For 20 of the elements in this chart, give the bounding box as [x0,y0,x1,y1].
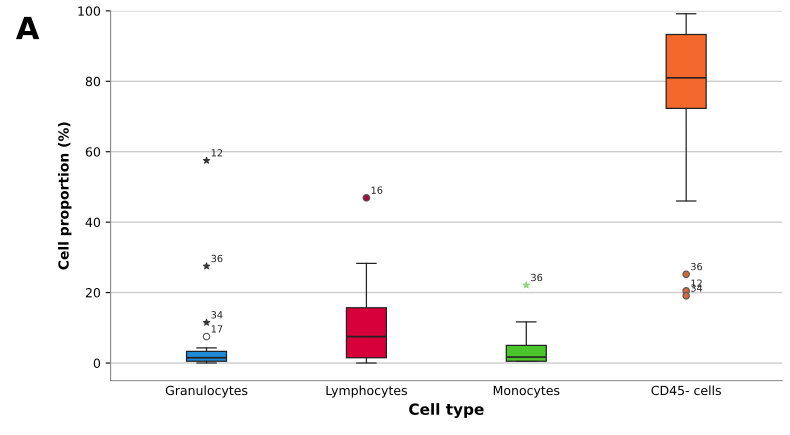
annotation: 16 [372,186,382,194]
x-tick-label: Monocytes [494,386,560,398]
annotation: 34 [211,311,223,318]
annotation: 36 [531,274,542,282]
x-axis-title: Cell type [409,403,484,418]
y-tick-label: 80 [86,76,100,86]
annotation: 17 [212,325,222,332]
annotation: 12 [212,149,222,156]
y-tick-label: 20 [86,288,100,298]
annotation: 36 [211,254,222,262]
x-tick-label: Lymphocytes [326,385,407,398]
y-tick-label: 0 [94,358,100,368]
annotation: 36 [691,262,702,270]
y-axis-title: Cell proportion (%) [58,122,72,270]
y-tick-label: 100 [78,6,100,16]
y-tick-label: 40 [86,218,100,228]
x-tick-label: Granulocytes [166,385,248,398]
y-tick-label: 60 [86,147,100,157]
x-tick-label: CD45- cells [651,385,721,396]
text: A [16,16,40,40]
